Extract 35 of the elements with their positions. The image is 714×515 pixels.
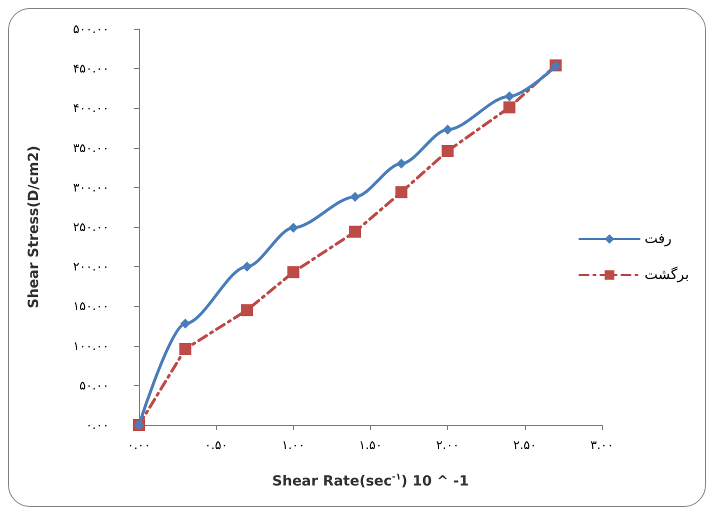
x-tick-label: ۲.۰۰ xyxy=(436,438,460,452)
point xyxy=(442,144,454,157)
y-tick-label: ۴۰۰.۰۰ xyxy=(72,101,109,116)
y-tick-label: ۱۰۰.۰۰ xyxy=(72,338,109,353)
point xyxy=(396,158,406,169)
y-tick-label: ۰.۰۰ xyxy=(86,418,109,432)
point xyxy=(349,226,362,238)
point xyxy=(241,304,254,316)
x-tick-label: ۰.۰۰ xyxy=(127,438,151,452)
point xyxy=(504,91,514,102)
x-tick-label: ۰.۵۰ xyxy=(204,438,228,452)
x-tick-label: ۳.۰۰ xyxy=(590,438,614,452)
y-tick-label: ۲۰۰.۰۰ xyxy=(72,260,109,274)
point xyxy=(180,318,190,329)
point xyxy=(288,222,298,233)
point xyxy=(179,342,192,355)
point xyxy=(287,266,300,278)
y-tick-label: ۲۵۰.۰۰ xyxy=(72,220,109,234)
x-tick-label: ۱.۰۰ xyxy=(282,438,305,452)
legend-label: رفت xyxy=(644,231,672,247)
x-tick-label: ۱.۵۰ xyxy=(358,438,382,452)
point xyxy=(242,262,252,272)
point xyxy=(350,192,360,202)
y-tick-label: ۵۰.۰۰ xyxy=(79,378,109,392)
y-tick-label: ۱۵۰.۰۰ xyxy=(72,299,109,314)
y-tick-label: ۳۰۰.۰۰ xyxy=(72,180,109,194)
y-axis-title: Shear Stress(D/cm2) xyxy=(26,146,42,308)
point xyxy=(442,124,453,135)
y-tick-label: ۵۰۰.۰۰ xyxy=(72,22,109,36)
x-tick-label: ۲.۵۰ xyxy=(513,438,536,452)
point xyxy=(395,186,408,198)
y-tick-label: ۳۵۰.۰۰ xyxy=(72,140,109,155)
y-tick-label: ۴۵۰.۰۰ xyxy=(72,62,109,76)
point xyxy=(503,101,516,114)
legend-label: برگشت xyxy=(644,266,690,283)
